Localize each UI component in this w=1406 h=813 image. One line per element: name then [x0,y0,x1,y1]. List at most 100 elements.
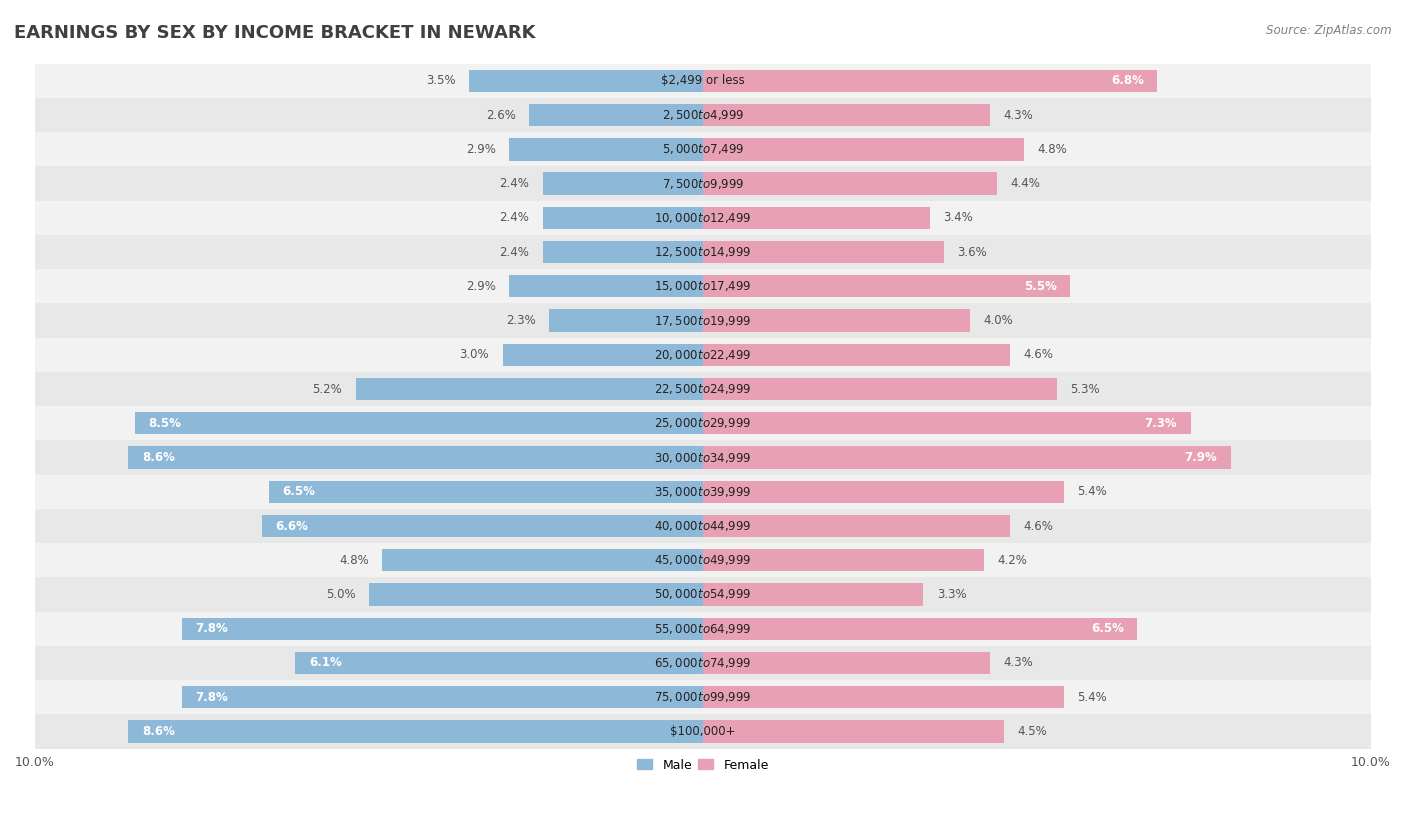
Text: $40,000 to $44,999: $40,000 to $44,999 [654,519,752,533]
Bar [550,310,703,332]
Bar [35,98,1371,133]
Text: 4.2%: 4.2% [997,554,1026,567]
Text: $7,500 to $9,999: $7,500 to $9,999 [662,176,744,190]
Text: 7.8%: 7.8% [195,691,228,704]
Bar [35,372,1371,406]
Bar [35,715,1371,749]
Text: 6.5%: 6.5% [283,485,315,498]
Bar [368,584,703,606]
Text: 5.4%: 5.4% [1077,485,1107,498]
Bar [35,133,1371,167]
Text: $75,000 to $99,999: $75,000 to $99,999 [654,690,752,704]
Text: 3.3%: 3.3% [936,588,966,601]
Text: $2,499 or less: $2,499 or less [661,75,745,88]
Text: 4.3%: 4.3% [1004,656,1033,669]
Text: $30,000 to $34,999: $30,000 to $34,999 [654,450,752,464]
Bar [35,475,1371,509]
Bar [703,549,984,572]
Text: 4.4%: 4.4% [1011,177,1040,190]
Text: 5.3%: 5.3% [1070,383,1099,396]
Text: EARNINGS BY SEX BY INCOME BRACKET IN NEWARK: EARNINGS BY SEX BY INCOME BRACKET IN NEW… [14,24,536,42]
Bar [703,310,970,332]
Bar [703,446,1230,468]
Text: 2.4%: 2.4% [499,211,529,224]
Bar [35,303,1371,337]
Bar [509,138,703,160]
Bar [502,344,703,366]
Bar [35,337,1371,372]
Text: $17,500 to $19,999: $17,500 to $19,999 [654,314,752,328]
Bar [35,406,1371,441]
Bar [509,276,703,298]
Bar [35,201,1371,235]
Text: 7.9%: 7.9% [1185,451,1218,464]
Bar [703,138,1024,160]
Bar [703,515,1011,537]
Text: $22,500 to $24,999: $22,500 to $24,999 [654,382,752,396]
Bar [35,577,1371,611]
Text: $65,000 to $74,999: $65,000 to $74,999 [654,656,752,670]
Bar [703,652,990,674]
Bar [703,480,1064,503]
Bar [703,172,997,195]
Bar [295,652,703,674]
Bar [382,549,703,572]
Bar [35,63,1371,98]
Text: 2.4%: 2.4% [499,246,529,259]
Bar [128,446,703,468]
Bar [703,344,1011,366]
Bar [703,720,1004,742]
Bar [543,172,703,195]
Text: 5.2%: 5.2% [312,383,342,396]
Text: 2.9%: 2.9% [465,143,496,156]
Text: $45,000 to $49,999: $45,000 to $49,999 [654,553,752,567]
Text: 5.0%: 5.0% [326,588,356,601]
Text: 4.8%: 4.8% [339,554,368,567]
Text: $5,000 to $7,499: $5,000 to $7,499 [662,142,744,156]
Text: 7.3%: 7.3% [1144,417,1177,430]
Bar [543,207,703,229]
Text: 2.6%: 2.6% [486,109,516,122]
Text: 2.9%: 2.9% [465,280,496,293]
Text: 6.8%: 6.8% [1111,75,1144,88]
Bar [262,515,703,537]
Text: 5.5%: 5.5% [1024,280,1057,293]
Bar [35,509,1371,543]
Text: $12,500 to $14,999: $12,500 to $14,999 [654,245,752,259]
Text: 3.0%: 3.0% [460,348,489,361]
Bar [35,646,1371,680]
Bar [703,686,1064,708]
Text: 5.4%: 5.4% [1077,691,1107,704]
Bar [35,235,1371,269]
Text: $35,000 to $39,999: $35,000 to $39,999 [654,485,752,498]
Bar [35,680,1371,715]
Text: 3.6%: 3.6% [957,246,987,259]
Text: 2.3%: 2.3% [506,314,536,327]
Bar [703,70,1157,92]
Bar [128,720,703,742]
Bar [35,269,1371,303]
Text: 6.5%: 6.5% [1091,622,1123,635]
Bar [703,584,924,606]
Text: $100,000+: $100,000+ [671,725,735,738]
Bar [35,441,1371,475]
Text: 3.5%: 3.5% [426,75,456,88]
Bar [703,104,990,126]
Text: 4.8%: 4.8% [1038,143,1067,156]
Text: 3.4%: 3.4% [943,211,973,224]
Text: 4.6%: 4.6% [1024,520,1053,533]
Bar [470,70,703,92]
Text: 6.1%: 6.1% [309,656,342,669]
Bar [35,543,1371,577]
Legend: Male, Female: Male, Female [633,754,773,776]
Text: 4.0%: 4.0% [984,314,1014,327]
Text: 4.3%: 4.3% [1004,109,1033,122]
Text: $55,000 to $64,999: $55,000 to $64,999 [654,622,752,636]
Bar [356,378,703,400]
Text: Source: ZipAtlas.com: Source: ZipAtlas.com [1267,24,1392,37]
Text: $25,000 to $29,999: $25,000 to $29,999 [654,416,752,430]
Text: 2.4%: 2.4% [499,177,529,190]
Text: $2,500 to $4,999: $2,500 to $4,999 [662,108,744,122]
Bar [35,167,1371,201]
Text: 8.6%: 8.6% [142,725,174,738]
